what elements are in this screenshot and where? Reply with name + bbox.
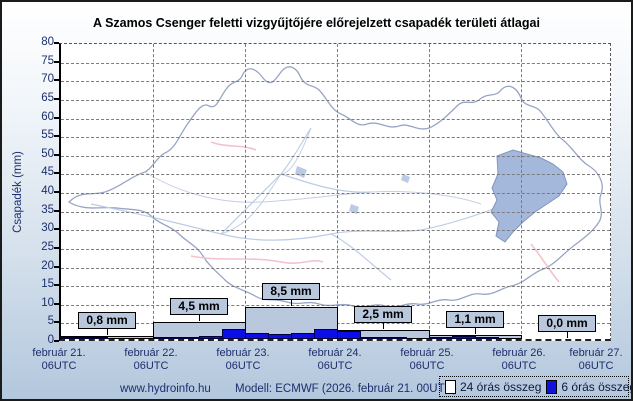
y-tick-mark [54, 340, 59, 342]
h-gridline [61, 193, 610, 194]
value-label-box: 0,0 mm [538, 315, 596, 332]
chart-title: A Szamos Csenger feletti vizgyűjtőjére e… [93, 16, 540, 30]
value-label-connector [567, 332, 568, 338]
y-tick-mark [54, 246, 59, 249]
h-gridline [61, 99, 610, 101]
h-gridline [61, 286, 610, 288]
legend-item-6h: 6 órás összeg [546, 379, 633, 394]
y-tick-label: 20 [41, 259, 54, 272]
river-line [90, 127, 557, 281]
h-gridline [61, 137, 610, 139]
y-tick-label: 30 [41, 222, 54, 235]
y-tick-mark [54, 302, 59, 305]
h-gridline [61, 304, 610, 306]
v-gridline [337, 44, 338, 339]
y-tick-mark [54, 209, 59, 212]
y-tick-mark [54, 265, 59, 268]
h-gridline [61, 211, 610, 213]
value-label-box: 1,1 mm [446, 311, 504, 328]
value-label-connector [199, 315, 200, 321]
value-label-connector [475, 328, 476, 334]
basin-outline [67, 66, 603, 308]
model-info-text: Modell: ECMWF (2026. február 21. 00UTC) [235, 383, 457, 395]
x-tick-label: február 21. 06UTC [32, 347, 86, 372]
bar-6h-sum [84, 337, 108, 339]
h-gridline [61, 155, 610, 157]
country-border-segment [190, 141, 560, 283]
bars-layer [61, 44, 610, 339]
y-tick-mark [54, 321, 59, 324]
value-label-connector [291, 300, 292, 306]
x-tick-label: február 27. 06UTC [569, 347, 623, 372]
y-tick-mark [54, 60, 59, 63]
y-tick-mark [54, 172, 59, 175]
y-tick-label: 5 [47, 315, 54, 328]
legend-item-24h: 24 órás összeg [445, 379, 542, 394]
y-tick-label: 35 [41, 203, 54, 216]
y-tick-label: 65 [41, 91, 54, 104]
h-gridline [61, 248, 610, 250]
y-tick-label: 45 [41, 166, 54, 179]
v-gridline [153, 44, 154, 339]
y-tick-mark [54, 284, 59, 287]
h-gridline [61, 230, 610, 232]
x-tick-label: február 26. 06UTC [492, 347, 546, 372]
value-label-connector [383, 323, 384, 329]
y-tick-label: 10 [41, 296, 54, 309]
y-tick-mark [54, 79, 59, 82]
y-tick-label: 70 [41, 73, 54, 86]
bar-6h-sum [475, 337, 499, 339]
h-gridline [61, 174, 610, 176]
website-link[interactable]: www.hydroinfo.hu [120, 383, 211, 395]
v-gridline [429, 44, 430, 339]
plot-area: 0,8 mm 4,5 mm 8,5 mm 2,5 mm 1,1 mm 0,0 mm [59, 43, 611, 341]
x-tick-label: február 22. 06UTC [124, 347, 178, 372]
y-tick-label: 25 [41, 240, 54, 253]
value-label-connector [107, 329, 108, 335]
y-tick-label: 80 [41, 36, 54, 48]
v-gridline [245, 44, 246, 339]
h-gridline [61, 81, 610, 83]
y-tick-label: 40 [41, 185, 54, 197]
bar-6h-sum [337, 331, 361, 339]
y-axis-label: Csapadék (mm) [12, 151, 24, 233]
y-tick-label: 55 [41, 129, 54, 142]
value-labels-layer: 0,8 mm 4,5 mm 8,5 mm 2,5 mm 1,1 mm 0,0 mm [61, 44, 610, 339]
legend-swatch-6h-icon [546, 379, 558, 394]
value-label-box: 2,5 mm [354, 306, 412, 323]
lake-shape [295, 166, 410, 214]
h-gridline [61, 62, 610, 64]
y-tick-mark [54, 191, 59, 193]
x-tick-label: február 23. 06UTC [216, 347, 270, 372]
y-tick-mark [54, 42, 59, 44]
legend-swatch-24h-icon [445, 379, 456, 394]
legend-label-6h: 6 órás összeg [561, 379, 633, 394]
y-tick-label: 15 [41, 278, 54, 291]
y-tick-mark [54, 228, 59, 231]
y-tick-label: 50 [41, 147, 54, 160]
x-tick-label: február 24. 06UTC [308, 347, 362, 372]
h-gridline [61, 118, 610, 120]
h-gridline [61, 267, 610, 269]
legend-label-24h: 24 órás összeg [460, 379, 542, 394]
chart-legend: 24 órás összeg 6 órás összeg [439, 376, 631, 397]
y-tick-mark [54, 135, 59, 138]
y-tick-mark [54, 153, 59, 156]
y-tick-label: 0 [47, 334, 54, 346]
x-tick-label: február 25. 06UTC [400, 347, 454, 372]
bar-6h-sum [383, 337, 407, 339]
value-label-box: 0,8 mm [78, 312, 136, 329]
value-label-box: 4,5 mm [170, 298, 228, 315]
value-label-box: 8,5 mm [262, 283, 320, 300]
v-gridline [521, 44, 522, 339]
basin-map [67, 66, 603, 308]
y-tick-mark [54, 116, 59, 119]
szamos-catchment-highlight [490, 149, 568, 243]
y-tick-label: 75 [41, 54, 54, 67]
y-tick-mark [54, 97, 59, 100]
y-tick-label: 60 [41, 110, 54, 123]
grid-layer [61, 44, 610, 339]
